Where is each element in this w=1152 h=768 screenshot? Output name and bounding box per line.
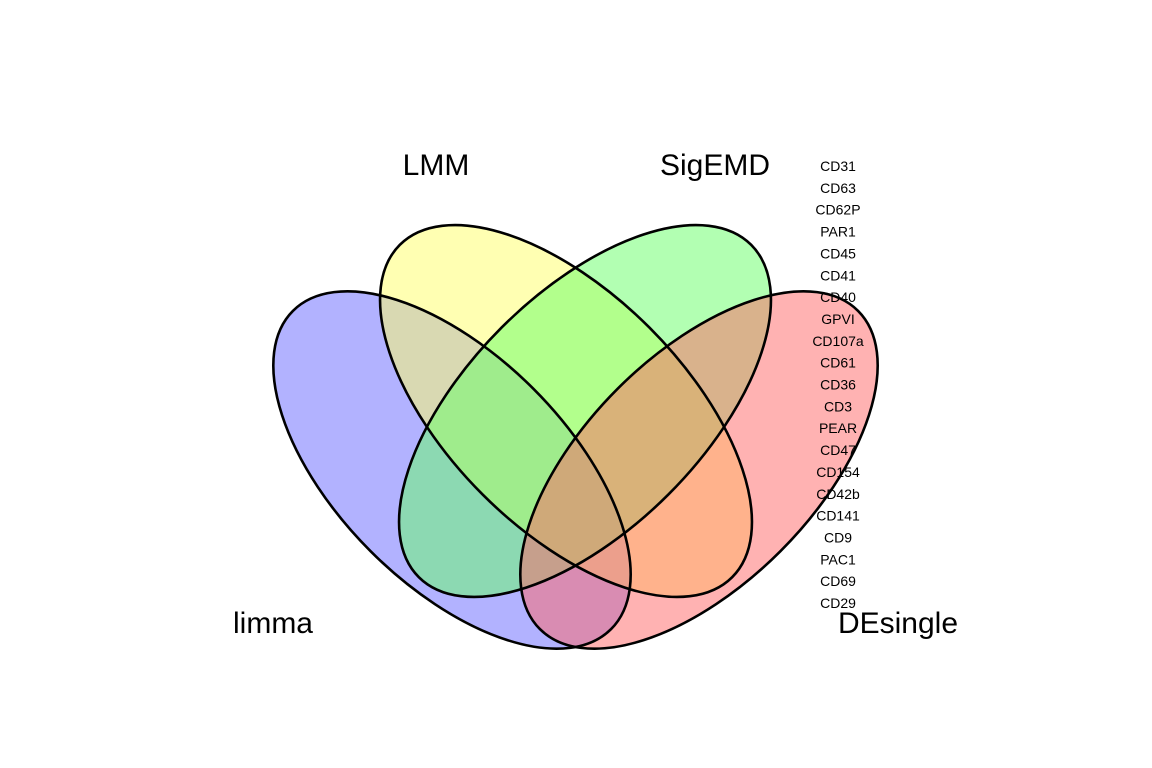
gene-label: CD61 (820, 355, 856, 371)
gene-label: CD141 (816, 508, 860, 524)
gene-label: CD154 (816, 464, 860, 480)
set-label-limma: limma (233, 607, 313, 640)
set-outlines (272, 223, 879, 650)
set-label-desingle: DEsingle (838, 607, 958, 640)
gene-label: CD63 (820, 180, 856, 196)
gene-label: CD40 (820, 289, 856, 305)
gene-label: GPVI (821, 311, 854, 327)
gene-label: PEAR (819, 420, 857, 436)
gene-label: CD42b (816, 486, 860, 502)
gene-label: CD107a (812, 333, 864, 349)
gene-label: CD29 (820, 595, 856, 611)
set-fill-desingle (520, 291, 878, 649)
set-outline-limma (272, 290, 632, 650)
set-label-sigemd: SigEMD (660, 149, 770, 182)
gene-label: CD45 (820, 245, 856, 261)
set-outline-lmm (378, 223, 754, 599)
gene-label: PAC1 (820, 551, 856, 567)
gene-label: CD41 (820, 267, 856, 283)
set-outline-sigemd (397, 223, 773, 599)
gene-label: CD3 (824, 398, 852, 414)
set-outline-desingle (519, 290, 879, 650)
gene-label: CD62P (815, 202, 860, 218)
gene-label: CD69 (820, 573, 856, 589)
set-label-lmm: LMM (403, 149, 470, 182)
gene-label: CD31 (820, 158, 856, 174)
gene-label: CD47 (820, 442, 856, 458)
gene-label: CD36 (820, 377, 856, 393)
gene-label: PAR1 (820, 224, 856, 240)
gene-list-desingle-only: CD31 CD63 CD62P PAR1 CD45 CD41 CD40 GPVI CD107a C… (812, 158, 864, 611)
gene-label: CD9 (824, 529, 852, 545)
